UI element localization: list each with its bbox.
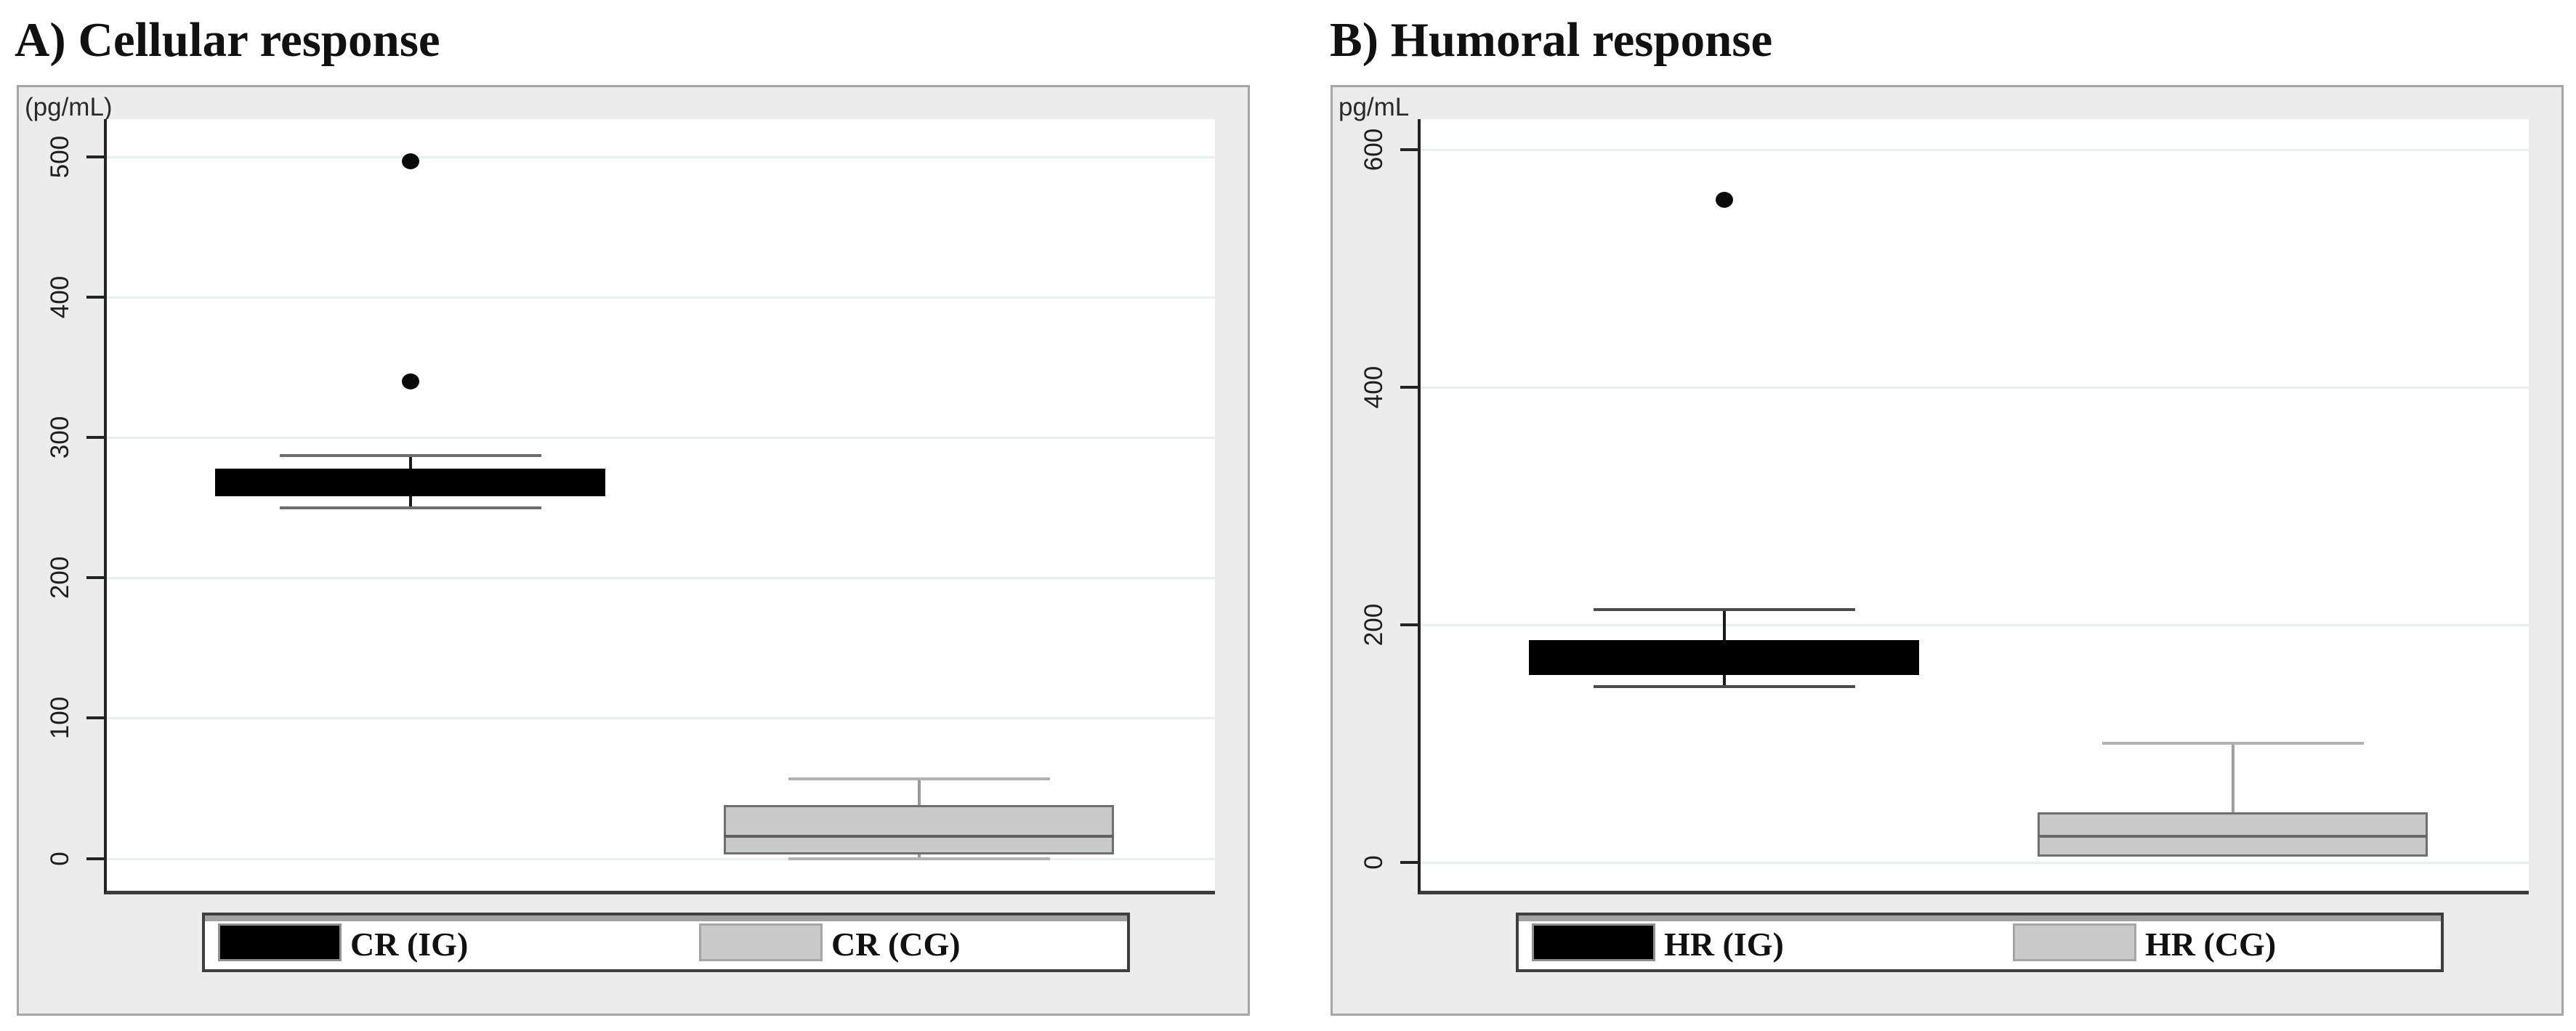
outlier-cr-ig-1 bbox=[401, 153, 419, 169]
whisker-upper-stem-cr-cg bbox=[917, 778, 921, 806]
gridline-y-400 bbox=[107, 296, 1215, 299]
y-axis-tick-label-400: 400 bbox=[46, 276, 74, 319]
y-axis-tick-label-400: 400 bbox=[1360, 366, 1388, 409]
whisker-lower-stem-cr-ig bbox=[408, 496, 412, 508]
whisker-lower-cap-cr-ig bbox=[279, 506, 541, 509]
outlier-hr-ig-0 bbox=[1715, 192, 1733, 209]
panel-b-unit-label: pg/mL bbox=[1339, 93, 1410, 121]
y-axis-tick-200 bbox=[1400, 623, 1418, 627]
legend-swatch-gray bbox=[699, 923, 823, 961]
whisker-lower-stem-cr-cg bbox=[917, 854, 921, 859]
box-hr-cg bbox=[2038, 812, 2428, 857]
panel-a-cellular-response: (pg/mL) CR (IG) CR (CG) 0 100 200 300 400 500 bbox=[17, 85, 1250, 1016]
legend-swatch-black bbox=[1532, 923, 1655, 961]
y-axis-tick-label-0: 0 bbox=[46, 851, 74, 866]
y-axis-tick-600 bbox=[1400, 148, 1418, 152]
panel-a-unit-label: (pg/mL) bbox=[25, 93, 113, 121]
gridline-y-200 bbox=[107, 577, 1215, 580]
y-axis-tick-400 bbox=[1400, 386, 1418, 389]
gridline-y-500 bbox=[107, 156, 1215, 159]
gridline-y-0 bbox=[1421, 861, 2529, 864]
box-hr-ig bbox=[1529, 640, 1920, 675]
whisker-upper-stem-cr-ig bbox=[408, 456, 412, 469]
whisker-upper-cap-hr-cg bbox=[2101, 742, 2364, 745]
legend-label-hr-ig: HR (IG) bbox=[1664, 926, 1784, 963]
gridline-y-200 bbox=[1421, 624, 2529, 627]
panel-a-plot-area bbox=[104, 119, 1215, 894]
y-axis-tick-label-500: 500 bbox=[46, 135, 74, 179]
gridline-y-300 bbox=[107, 437, 1215, 440]
gridline-y-400 bbox=[1421, 387, 2529, 389]
gridline-y-0 bbox=[107, 857, 1215, 860]
outlier-cr-ig-0 bbox=[401, 373, 419, 390]
panel-b-plot-area bbox=[1418, 119, 2529, 894]
panel-a-title: A) Cellular response bbox=[15, 13, 440, 67]
whisker-upper-stem-hr-ig bbox=[1722, 609, 1726, 641]
whisker-upper-stem-hr-cg bbox=[2231, 743, 2234, 813]
y-axis-tick-100 bbox=[86, 716, 104, 720]
legend-swatch-black bbox=[218, 923, 342, 961]
y-axis-tick-400 bbox=[86, 296, 104, 299]
panel-b-humoral-response: pg/mL HR (IG) HR (CG) 0 200 400 600 bbox=[1331, 85, 2564, 1016]
y-axis-tick-label-600: 600 bbox=[1360, 129, 1388, 171]
y-axis-tick-200 bbox=[86, 576, 104, 580]
panel-a-legend: CR (IG) CR (CG) bbox=[202, 913, 1130, 972]
whisker-upper-cap-hr-ig bbox=[1593, 607, 1855, 611]
legend-swatch-gray bbox=[2013, 923, 2136, 961]
gridline-y-600 bbox=[1421, 149, 2529, 152]
y-axis-tick-label-200: 200 bbox=[46, 557, 74, 599]
whisker-lower-cap-cr-cg bbox=[788, 857, 1050, 860]
median-cr-cg bbox=[724, 834, 1115, 838]
y-axis-tick-label-100: 100 bbox=[46, 697, 74, 740]
y-axis-tick-300 bbox=[86, 436, 104, 440]
panel-b-legend: HR (IG) HR (CG) bbox=[1516, 913, 2444, 972]
box-cr-ig bbox=[215, 468, 606, 497]
y-axis-tick-0 bbox=[86, 857, 104, 860]
legend-label-cr-ig: CR (IG) bbox=[350, 926, 469, 963]
y-axis-tick-label-0: 0 bbox=[1360, 855, 1388, 870]
y-axis-tick-label-300: 300 bbox=[46, 416, 74, 459]
whisker-upper-cap-cr-cg bbox=[788, 777, 1050, 780]
box-cr-cg bbox=[724, 805, 1115, 854]
whisker-lower-stem-hr-ig bbox=[1722, 674, 1726, 687]
panel-b-title: B) Humoral response bbox=[1330, 13, 1773, 67]
whisker-upper-cap-cr-ig bbox=[279, 454, 541, 458]
y-axis-tick-0 bbox=[1400, 860, 1418, 864]
whisker-lower-cap-hr-ig bbox=[1593, 684, 1855, 688]
legend-label-hr-cg: HR (CG) bbox=[2145, 926, 2277, 963]
y-axis-tick-500 bbox=[86, 155, 104, 159]
y-axis-tick-label-200: 200 bbox=[1360, 603, 1388, 647]
median-hr-cg bbox=[2038, 834, 2428, 838]
legend-label-cr-cg: CR (CG) bbox=[831, 926, 961, 963]
gridline-y-100 bbox=[107, 717, 1215, 720]
